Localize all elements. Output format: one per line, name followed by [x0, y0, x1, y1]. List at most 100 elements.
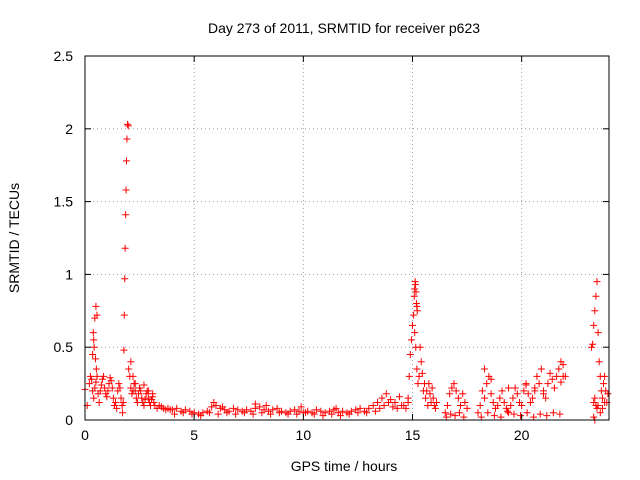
- data-point: [384, 399, 392, 407]
- data-point: [431, 404, 439, 412]
- data-point: [535, 380, 543, 388]
- data-point: [553, 372, 561, 380]
- data-point: [510, 410, 518, 418]
- data-point: [452, 387, 460, 395]
- data-point: [398, 401, 406, 409]
- data-point: [502, 404, 510, 412]
- data-point: [410, 292, 418, 300]
- data-point: [415, 372, 423, 380]
- data-point: [141, 396, 149, 404]
- data-point: [376, 404, 384, 412]
- data-point: [356, 404, 364, 412]
- data-point: [92, 378, 100, 386]
- data-point: [463, 404, 471, 412]
- data-point: [596, 409, 604, 417]
- y-axis-label: SRMTID / TECUs: [6, 183, 22, 293]
- data-point: [179, 409, 187, 417]
- data-point: [507, 401, 515, 409]
- data-point: [120, 346, 128, 354]
- data-point: [446, 390, 454, 398]
- data-point: [124, 122, 132, 130]
- data-point: [406, 350, 414, 358]
- data-point: [523, 409, 531, 417]
- data-point: [484, 409, 492, 417]
- data-point: [284, 410, 292, 418]
- data-point: [369, 401, 377, 409]
- data-point: [457, 401, 465, 409]
- data-point: [592, 292, 600, 300]
- data-point: [140, 401, 148, 409]
- data-point: [89, 350, 97, 358]
- data-point: [234, 406, 242, 414]
- data-point: [212, 401, 220, 409]
- data-point: [590, 321, 598, 329]
- data-point: [489, 399, 497, 407]
- data-point: [455, 409, 463, 417]
- data-point: [121, 275, 129, 283]
- data-point: [448, 384, 456, 392]
- data-point: [531, 387, 539, 395]
- data-point: [262, 401, 270, 409]
- data-point: [459, 390, 467, 398]
- data-point: [393, 404, 401, 412]
- data-point: [140, 381, 148, 389]
- data-point: [112, 399, 120, 407]
- data-point: [451, 412, 459, 420]
- data-point: [593, 278, 601, 286]
- data-point: [543, 412, 551, 420]
- data-point: [122, 157, 130, 165]
- data-point: [498, 387, 506, 395]
- data-point: [589, 340, 597, 348]
- data-point: [549, 409, 557, 417]
- data-point: [450, 380, 458, 388]
- data-point: [591, 307, 599, 315]
- data-point: [90, 343, 98, 351]
- data-point: [433, 399, 441, 407]
- data-point: [267, 410, 275, 418]
- data-point: [546, 369, 554, 377]
- data-point: [442, 413, 450, 421]
- data-point: [409, 321, 416, 329]
- data-point: [378, 394, 386, 402]
- data-point: [297, 403, 305, 411]
- x-tick-label: 20: [514, 427, 530, 443]
- data-point: [275, 409, 283, 417]
- data-point: [478, 387, 486, 395]
- data-point: [123, 135, 131, 143]
- data-point: [88, 375, 96, 383]
- data-point: [423, 387, 431, 395]
- data-point: [517, 412, 525, 420]
- data-point: [118, 401, 126, 409]
- data-point: [411, 329, 419, 337]
- data-point: [90, 394, 98, 402]
- data-point: [494, 401, 502, 409]
- data-point: [412, 288, 420, 296]
- data-point: [447, 410, 455, 418]
- ticks-layer: 0 5 10 15 20 0 0.5 1 1.5 2 2.5: [54, 48, 609, 443]
- data-point: [293, 410, 301, 418]
- y-tick-label: 2.5: [54, 48, 74, 64]
- data-point: [598, 394, 606, 402]
- data-point: [137, 387, 145, 395]
- data-point: [404, 394, 412, 402]
- data-point: [91, 384, 99, 392]
- data-point: [410, 311, 418, 319]
- data-point: [559, 372, 567, 380]
- data-point: [136, 384, 144, 392]
- data-point: [119, 399, 127, 407]
- data-point: [86, 372, 94, 380]
- data-point: [125, 365, 133, 373]
- data-point: [428, 384, 436, 392]
- data-point: [302, 409, 310, 417]
- data-point: [103, 393, 111, 401]
- data-point: [354, 409, 362, 417]
- data-point: [505, 409, 513, 417]
- data-point: [138, 394, 146, 402]
- data-point: [540, 390, 547, 398]
- data-point: [365, 404, 373, 412]
- data-point: [121, 244, 129, 252]
- data-point: [109, 394, 117, 402]
- data-point: [555, 365, 563, 373]
- data-point: [487, 390, 495, 398]
